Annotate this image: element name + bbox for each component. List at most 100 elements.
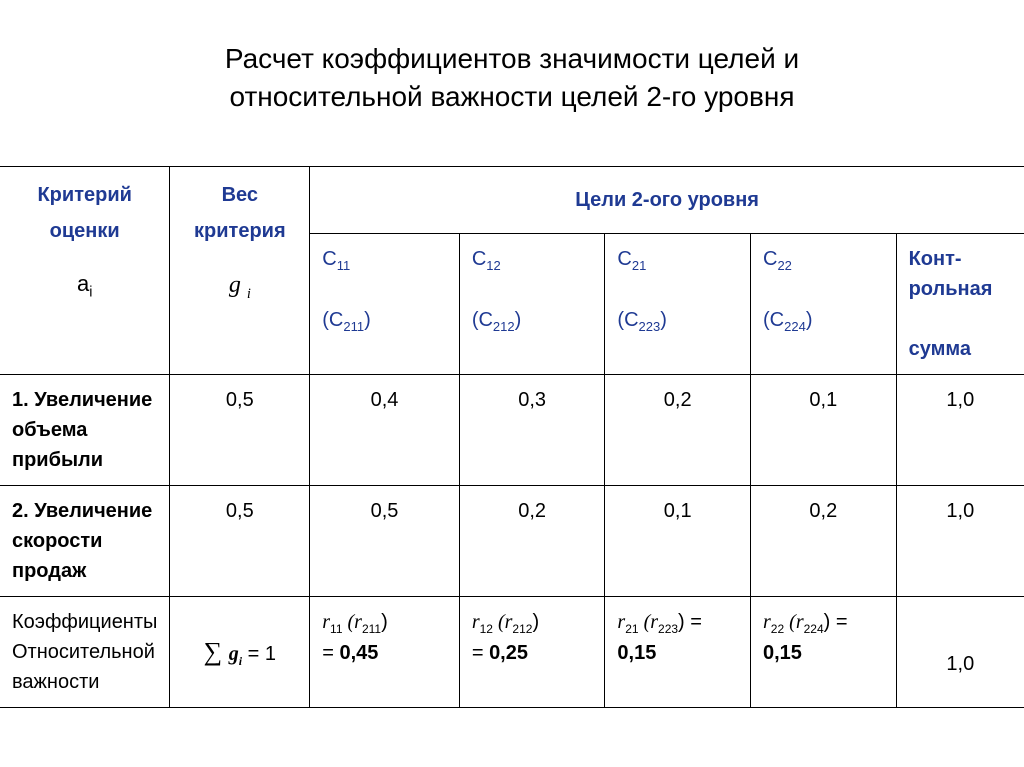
g3b: (С [617, 309, 638, 331]
hdr-weight-l2: критерия [194, 220, 286, 242]
row1-label: 1. Увеличение объема прибыли [0, 374, 170, 485]
sc3: сумма [909, 338, 971, 360]
g2bs: 212 [493, 319, 515, 334]
row3-sumcol: 1,0 [896, 596, 1024, 707]
c4r1s: 22 [771, 622, 784, 636]
hdr-criterion: Критерий оценки ai [0, 166, 170, 374]
g3ts: 21 [632, 258, 646, 273]
g3t: С [617, 248, 631, 270]
hdr-goal-c22: С22 (С224) [751, 233, 897, 374]
g1be: ) [364, 309, 371, 331]
g4b: (С [763, 309, 784, 331]
c4r2s: 224 [804, 622, 824, 636]
row2-c2: 0,2 [459, 485, 605, 596]
row1-c3: 0,2 [605, 374, 751, 485]
sigma-icon: ∑ [204, 637, 229, 666]
c3r2s: 223 [658, 622, 678, 636]
hdr-criterion-sym: a [77, 271, 89, 296]
c1r2e: ) [381, 611, 388, 633]
c1r1s: 11 [330, 622, 342, 636]
c2eq: = [472, 642, 489, 664]
g1ts: 11 [337, 258, 351, 273]
g4ts: 22 [777, 258, 791, 273]
row3-sum-g: ∑ gi = 1 [170, 596, 310, 707]
r3l3: важности [12, 671, 99, 693]
hdr-criterion-l2: оценки [50, 220, 120, 242]
c3r2e: ) = [678, 611, 702, 633]
coefficients-table: Критерий оценки ai Вес критерия g i Цели… [0, 166, 1024, 708]
g3bs: 223 [639, 319, 661, 334]
c1r2s: 211 [362, 622, 381, 636]
title-line-2: относительной важности целей 2-го уровня [229, 81, 794, 112]
row1-c2: 0,3 [459, 374, 605, 485]
row2-c1: 0,5 [310, 485, 460, 596]
hdr-weight: Вес критерия g i [170, 166, 310, 374]
c2r2s: 212 [512, 622, 532, 636]
c1r1b: r [322, 611, 330, 633]
hdr-weight-sym: g [229, 272, 241, 298]
c2r2e: ) [532, 611, 539, 633]
page-title: Расчет коэффициентов значимости целей и … [102, 40, 922, 116]
c2r1s: 12 [480, 622, 493, 636]
c4r2e: ) = [824, 611, 848, 633]
hdr-sumcol: Конт- рольная сумма [896, 233, 1024, 374]
row2-weight: 0,5 [170, 485, 310, 596]
g4t: С [763, 248, 777, 270]
r3l2: Относительной [12, 641, 155, 663]
row3-c2: r12 (r212) = 0,25 [459, 596, 605, 707]
row2-c4: 0,2 [751, 485, 897, 596]
row1-weight: 0,5 [170, 374, 310, 485]
g1bs: 211 [343, 319, 364, 334]
c3v: 0,15 [617, 642, 656, 664]
sc2: рольная [909, 278, 993, 300]
g1b: (С [322, 309, 343, 331]
r3l1: Коэффициенты [12, 611, 157, 633]
g2b: (С [472, 309, 493, 331]
row2-sum: 1,0 [896, 485, 1024, 596]
c1r2b: (r [343, 611, 362, 633]
row1-sum: 1,0 [896, 374, 1024, 485]
hdr-criterion-l1: Критерий [37, 184, 131, 206]
g4bs: 224 [784, 319, 806, 334]
table-row: 2. Увеличение скорости продаж 0,5 0,5 0,… [0, 485, 1024, 596]
g1t: С [322, 248, 336, 270]
hdr-goal-c21: С21 (С223) [605, 233, 751, 374]
c3r2b: (r [639, 611, 658, 633]
g2ts: 12 [486, 258, 500, 273]
table-row: Коэффициенты Относительной важности ∑ gi… [0, 596, 1024, 707]
hdr-weight-sym-sub: i [247, 285, 251, 301]
hdr-goal-c12: С12 (С212) [459, 233, 605, 374]
g2t: С [472, 248, 486, 270]
c4r2b: (r [784, 611, 803, 633]
header-row-1: Критерий оценки ai Вес критерия g i Цели… [0, 166, 1024, 233]
row2-label: 2. Увеличение скорости продаж [0, 485, 170, 596]
hdr-criterion-sym-sub: i [89, 284, 92, 300]
hdr-weight-l1: Вес [222, 184, 258, 206]
row3-c3: r21 (r223) = 0,15 [605, 596, 751, 707]
c2r1b: r [472, 611, 480, 633]
c4v: 0,15 [763, 642, 802, 664]
c2v: 0,25 [489, 642, 528, 664]
c3r1s: 21 [625, 622, 638, 636]
row3-label: Коэффициенты Относительной важности [0, 596, 170, 707]
c4r1b: r [763, 611, 771, 633]
row3-c4: r22 (r224) = 0,15 [751, 596, 897, 707]
hdr-goals-group: Цели 2-ого уровня [310, 166, 1024, 233]
sc1: Конт- [909, 248, 962, 270]
g4be: ) [806, 309, 813, 331]
hdr-goal-c11: С11 (С211) [310, 233, 460, 374]
row3-c1: r11 (r211) = 0,45 [310, 596, 460, 707]
g-eq: = 1 [242, 643, 276, 665]
row2-c3: 0,1 [605, 485, 751, 596]
page: Расчет коэффициентов значимости целей и … [0, 0, 1024, 767]
g2be: ) [515, 309, 522, 331]
row1-c4: 0,1 [751, 374, 897, 485]
table-row: 1. Увеличение объема прибыли 0,5 0,4 0,3… [0, 374, 1024, 485]
c1eq: = [322, 642, 339, 664]
title-line-1: Расчет коэффициентов значимости целей и [225, 43, 799, 74]
c1v: 0,45 [340, 642, 379, 664]
g3be: ) [660, 309, 667, 331]
g-base: g [229, 643, 239, 665]
c2r2b: (r [493, 611, 512, 633]
row1-c1: 0,4 [310, 374, 460, 485]
